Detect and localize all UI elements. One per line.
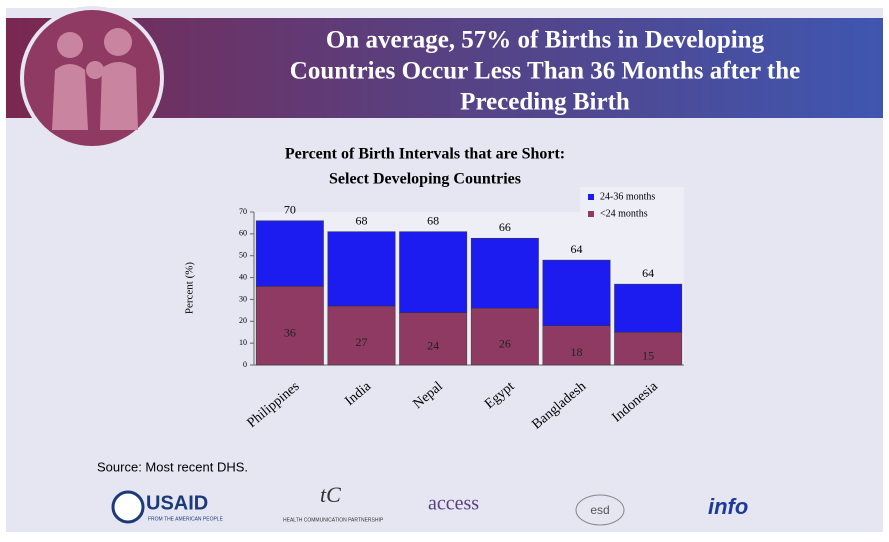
legend-swatch [588, 194, 594, 200]
slide-title: Preceding Birth [460, 89, 630, 116]
source: Source: Most recent DHS. [97, 459, 248, 474]
chart-title: Percent of Birth Intervals that are Shor… [285, 146, 565, 163]
total-label: 70 [284, 202, 296, 216]
bar-segment [470, 237, 539, 309]
bar-segment [255, 286, 324, 366]
bar-segment [399, 312, 468, 366]
data-label: 24 [427, 339, 439, 353]
bar-segment [470, 307, 539, 366]
legend-swatch [588, 211, 594, 217]
legend-box [580, 187, 684, 221]
hcp-mark: tC [320, 482, 341, 507]
y-tick-label: 20 [239, 316, 247, 325]
y-tick-label: 50 [239, 251, 247, 260]
bar-segment [614, 283, 683, 333]
y-tick-label: 30 [239, 294, 247, 303]
logo-text: FROM THE AMERICAN PEOPLE [148, 516, 224, 522]
logos: USAID FROM THE AMERICAN PEOPLE tC HEALTH… [111, 482, 748, 526]
total-label: 64 [571, 242, 583, 256]
legend-label: <24 months [600, 208, 648, 219]
bar-segment [327, 305, 396, 366]
bar-segment [255, 220, 324, 287]
logo-text: access [428, 493, 479, 515]
logo-text: info [708, 494, 748, 519]
bar-segment [542, 259, 611, 326]
bar-segment [542, 325, 611, 366]
data-label: 36 [284, 325, 296, 339]
total-label: 68 [356, 213, 368, 227]
data-label: 18 [571, 345, 583, 359]
bar-segment [327, 231, 396, 307]
y-tick-label: 40 [239, 272, 247, 281]
slide-title: On average, 57% of Births in Developing [326, 27, 765, 54]
usaid-seal [111, 490, 145, 524]
y-tick-label: 10 [239, 338, 247, 347]
slide-title: Countries Occur Less Than 36 Months afte… [290, 58, 800, 85]
legend-label: 24-36 months [600, 191, 655, 202]
total-label: 66 [499, 220, 511, 234]
total-label: 68 [427, 213, 439, 227]
esd-ring [575, 494, 625, 526]
bar-segment [399, 231, 468, 313]
logo-text: HEALTH COMMUNICATION PARTNERSHIP [283, 517, 384, 523]
logo-text: esd [590, 503, 609, 517]
y-axis-label: Percent (%) [184, 262, 196, 315]
bar-segment [614, 331, 683, 366]
data-label: 27 [356, 335, 368, 349]
chart-title: Select Developing Countries [329, 171, 521, 188]
y-tick-label: 70 [239, 207, 247, 216]
plot-area [254, 212, 684, 365]
data-label: 15 [642, 348, 654, 362]
family-icon [52, 28, 138, 130]
y-tick-label: 60 [239, 229, 247, 238]
data-label: 26 [499, 336, 511, 350]
logo-text: USAID [146, 492, 208, 514]
total-label: 64 [642, 266, 654, 280]
y-tick-label: 0 [243, 360, 247, 369]
